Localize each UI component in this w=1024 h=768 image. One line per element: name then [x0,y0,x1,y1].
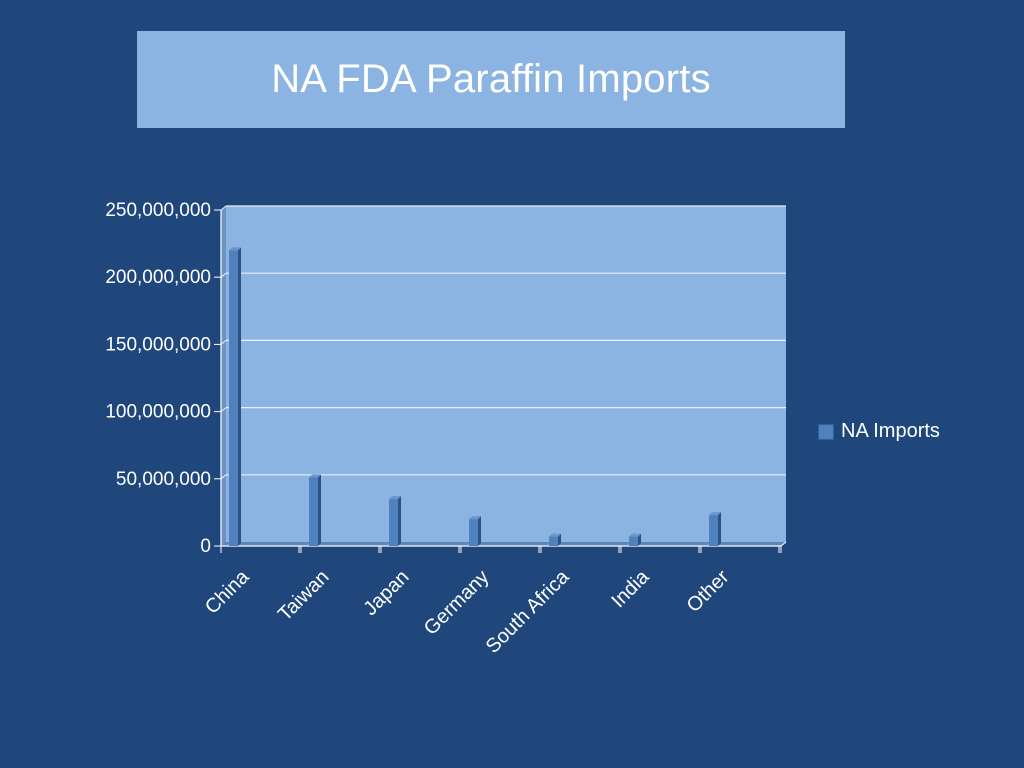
bar-top [629,533,641,537]
bar-top [229,247,241,251]
bar-front [389,498,398,546]
chart-title: NA FDA Paraffin Imports [271,57,711,101]
y-tick-label: 50,000,000 [116,469,211,490]
legend-label: NA Imports [841,420,940,442]
plot-area [221,206,786,546]
bar [709,512,721,546]
gridline-depth [220,272,227,278]
y-tick-label: 250,000,000 [105,200,211,221]
bar-side [478,516,481,546]
bar-top [309,474,321,478]
x-category-label: China [201,565,254,618]
bar [389,495,401,546]
bar-front [229,250,238,546]
bar-side [718,512,721,546]
x-category-label: India [607,565,654,612]
gridline-depth [220,205,227,211]
bars [229,247,721,546]
y-axis-ticks: 0 50,000,000 100,000,000 150,000,000 200,000… [105,200,221,557]
bar-front [309,477,318,546]
bar-top [549,533,561,537]
x-category-label: South Africa [482,565,574,657]
x-category-label: Germany [420,566,494,640]
bar-top [389,495,401,499]
bar-side [318,474,321,546]
y-tick-label: 200,000,000 [105,267,211,288]
bar-side [638,533,641,546]
x-category-label: Japan [359,566,413,620]
bar-front [629,536,638,546]
gridline-depth [220,340,227,345]
bar [549,533,561,546]
gridline-depth [220,474,227,480]
bar-top [709,512,721,516]
title-box: NA FDA Paraffin Imports [137,31,845,128]
y-tick-label: 0 [200,536,211,557]
x-category-label: Other [683,566,734,617]
plot-side-wall [221,206,226,546]
bar [309,474,321,546]
bar [629,533,641,546]
bar-top [469,516,481,520]
gridline-depth [220,407,227,412]
bar [469,516,481,546]
bar-side [558,533,561,546]
bar-front [709,515,718,546]
bar-side [398,495,401,546]
legend: NA Imports [818,420,940,443]
bar [229,247,241,546]
y-tick-label: 150,000,000 [105,334,211,355]
x-category-label: Taiwan [274,566,334,626]
bar-front [549,536,558,546]
bar-front [469,519,478,546]
legend-swatch [818,423,834,440]
plot-floor [221,542,786,546]
x-axis-depth-line [780,541,787,547]
bar-side [238,247,241,546]
gridlines [220,205,786,480]
y-tick-label: 100,000,000 [105,402,211,423]
